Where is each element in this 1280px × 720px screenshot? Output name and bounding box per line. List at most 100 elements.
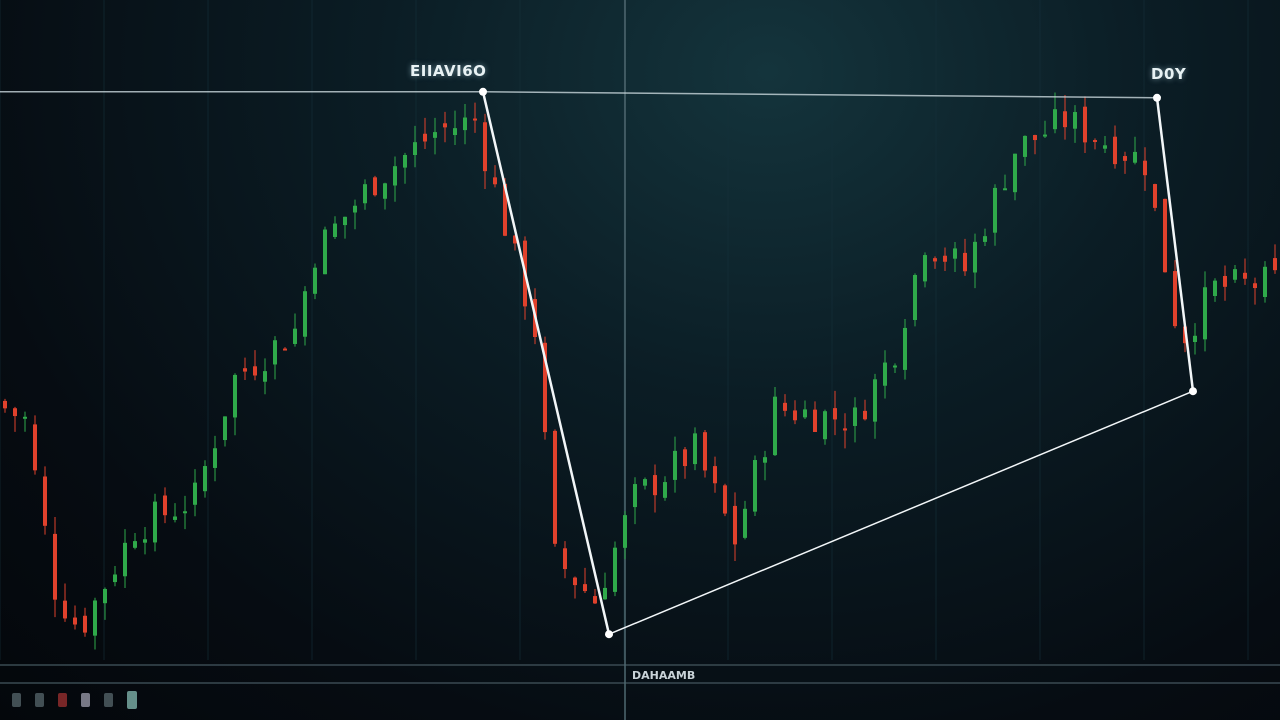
candle <box>213 448 217 468</box>
candle <box>573 577 577 586</box>
candle <box>373 177 377 196</box>
candle <box>1143 160 1147 176</box>
candle <box>153 501 157 543</box>
candle <box>1243 272 1247 279</box>
candle <box>743 508 747 538</box>
candle <box>3 400 7 409</box>
candle <box>303 291 307 337</box>
candle <box>773 396 777 456</box>
candle <box>93 600 97 636</box>
candle <box>443 123 447 128</box>
tool-icon[interactable] <box>127 691 137 709</box>
candle <box>73 617 77 625</box>
candle <box>1123 156 1127 161</box>
pattern-line <box>1155 97 1195 392</box>
candle <box>1043 134 1047 137</box>
resistance-line <box>0 91 1158 99</box>
candle <box>1013 153 1017 193</box>
pattern-point <box>605 630 613 639</box>
candle <box>393 166 397 186</box>
candle <box>263 371 267 382</box>
candle <box>673 450 677 480</box>
candle <box>1253 283 1257 289</box>
candle <box>873 379 877 422</box>
candle <box>973 241 977 273</box>
pattern-point <box>1189 387 1197 396</box>
candle <box>843 428 847 431</box>
candle <box>1153 184 1157 208</box>
candle <box>863 410 867 420</box>
candle <box>1213 280 1217 296</box>
candle <box>313 267 317 294</box>
candle <box>963 252 967 272</box>
candle <box>593 596 597 604</box>
candle <box>583 584 587 592</box>
pattern-line <box>608 390 1194 635</box>
candle <box>243 368 247 372</box>
candle <box>1053 109 1057 130</box>
candle <box>143 539 147 543</box>
candle <box>53 533 57 600</box>
candle <box>993 187 997 233</box>
tool-icon[interactable] <box>81 693 90 707</box>
candle <box>1103 145 1107 149</box>
panel-label: DAHAAMB <box>632 669 696 682</box>
candle <box>623 515 627 548</box>
candle <box>663 482 667 498</box>
candle <box>423 133 427 142</box>
candle <box>433 132 437 138</box>
candle <box>253 366 257 376</box>
candle <box>783 402 787 411</box>
candle <box>23 416 27 419</box>
candle <box>563 548 567 570</box>
candle <box>913 274 917 320</box>
candle <box>723 485 727 514</box>
candle <box>1023 135 1027 157</box>
candle <box>173 516 177 520</box>
candle <box>1163 198 1167 273</box>
candle <box>503 183 507 236</box>
candle <box>163 495 167 516</box>
toolbar <box>12 691 137 709</box>
candle <box>603 587 607 600</box>
candle <box>803 409 807 418</box>
candle <box>193 482 197 505</box>
candle <box>413 142 417 156</box>
tool-icon[interactable] <box>12 693 21 707</box>
candle <box>1113 136 1117 165</box>
candle <box>273 340 277 365</box>
candle <box>763 457 767 463</box>
pattern-line <box>481 91 611 635</box>
candle <box>853 407 857 426</box>
candle <box>33 424 37 471</box>
tool-icon[interactable] <box>104 693 113 707</box>
candle <box>553 430 557 544</box>
candle <box>703 432 707 471</box>
candle <box>63 600 67 619</box>
tool-icon[interactable] <box>35 693 44 707</box>
candle <box>403 154 407 168</box>
candle <box>923 255 927 282</box>
candle <box>473 118 477 121</box>
candle <box>493 177 497 185</box>
candle <box>483 122 487 172</box>
candle <box>1193 335 1197 343</box>
candle <box>1223 275 1227 287</box>
candle <box>633 484 637 508</box>
tool-icon[interactable] <box>58 693 67 707</box>
candle <box>353 205 357 213</box>
candle <box>343 216 347 226</box>
candle <box>793 410 797 421</box>
pattern-point <box>1153 93 1161 102</box>
candle <box>333 223 337 237</box>
candle <box>133 541 137 548</box>
candle <box>833 408 837 420</box>
candle <box>683 449 687 467</box>
candle <box>983 236 987 242</box>
annotation-label-left: EIIAVI6O <box>410 62 487 80</box>
candle <box>653 475 657 496</box>
candle <box>1073 112 1077 129</box>
candle <box>1273 258 1277 271</box>
candle <box>43 476 47 526</box>
